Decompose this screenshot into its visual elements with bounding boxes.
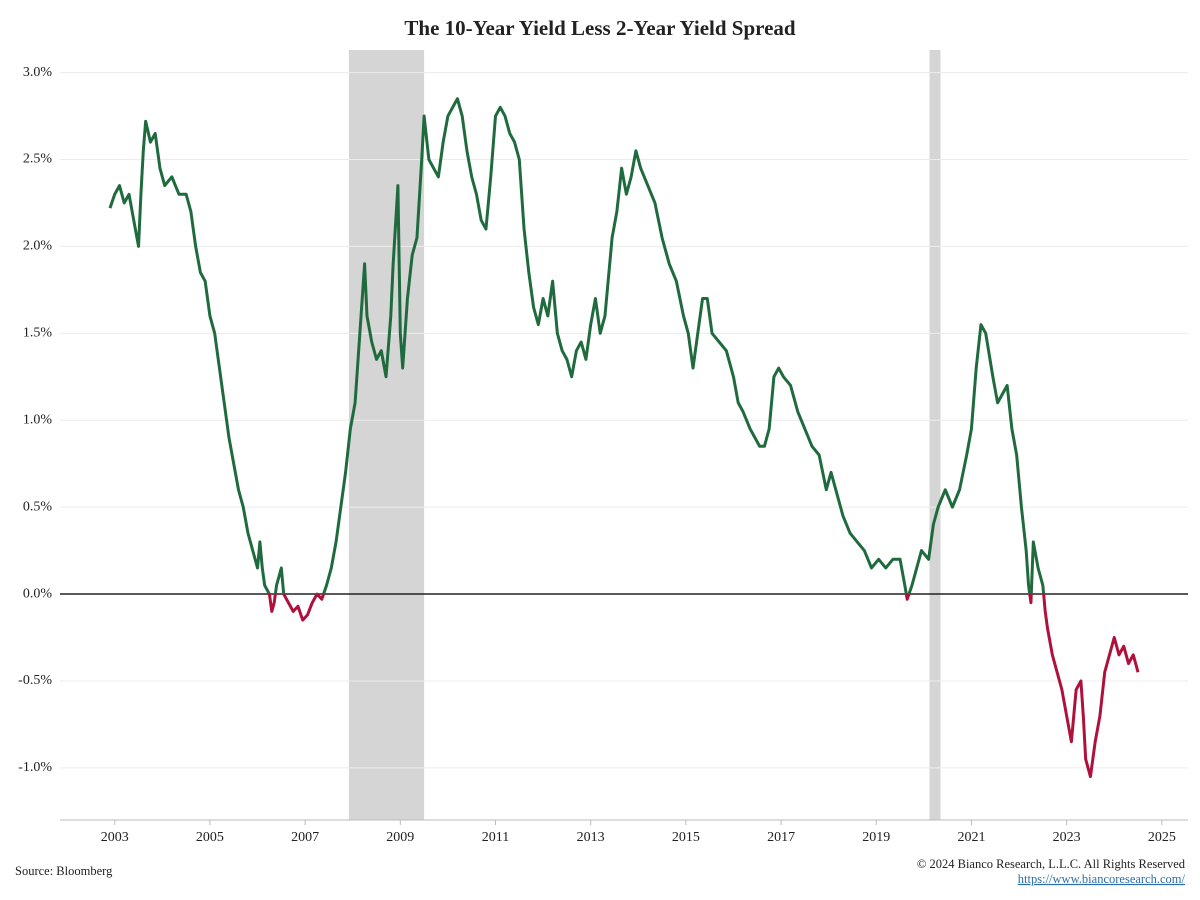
y-tick-label: 0.5% — [23, 499, 53, 514]
chart-title: The 10-Year Yield Less 2-Year Yield Spre… — [404, 16, 796, 40]
x-tick-label: 2017 — [767, 830, 795, 845]
x-tick-label: 2013 — [577, 830, 605, 845]
y-tick-label: 0.0% — [23, 586, 53, 601]
x-tick-label: 2021 — [957, 830, 985, 845]
url[interactable]: https://www.biancoresearch.com/ — [1018, 872, 1186, 886]
y-tick-label: -1.0% — [18, 760, 52, 775]
y-tick-label: -0.5% — [18, 673, 52, 688]
x-tick-label: 2007 — [291, 830, 319, 845]
spread-line — [108, 97, 1140, 779]
x-tick-label: 2005 — [196, 830, 224, 845]
x-tick-label: 2025 — [1148, 830, 1176, 845]
recession-band — [929, 50, 941, 820]
recession-band — [348, 50, 425, 820]
y-tick-label: 2.0% — [23, 239, 53, 254]
y-tick-label: 2.5% — [23, 152, 53, 167]
x-tick-label: 2015 — [672, 830, 700, 845]
y-tick-label: 1.0% — [23, 412, 53, 427]
x-tick-label: 2003 — [101, 830, 129, 845]
x-tick-label: 2009 — [386, 830, 414, 845]
x-tick-label: 2023 — [1053, 830, 1081, 845]
copyright: © 2024 Bianco Research, L.L.C. All Right… — [917, 857, 1186, 871]
y-tick-label: 1.5% — [23, 326, 53, 341]
x-tick-label: 2019 — [862, 830, 890, 845]
y-tick-label: 3.0% — [23, 65, 53, 80]
x-tick-label: 2011 — [482, 830, 509, 845]
source: Source: Bloomberg — [15, 864, 113, 878]
